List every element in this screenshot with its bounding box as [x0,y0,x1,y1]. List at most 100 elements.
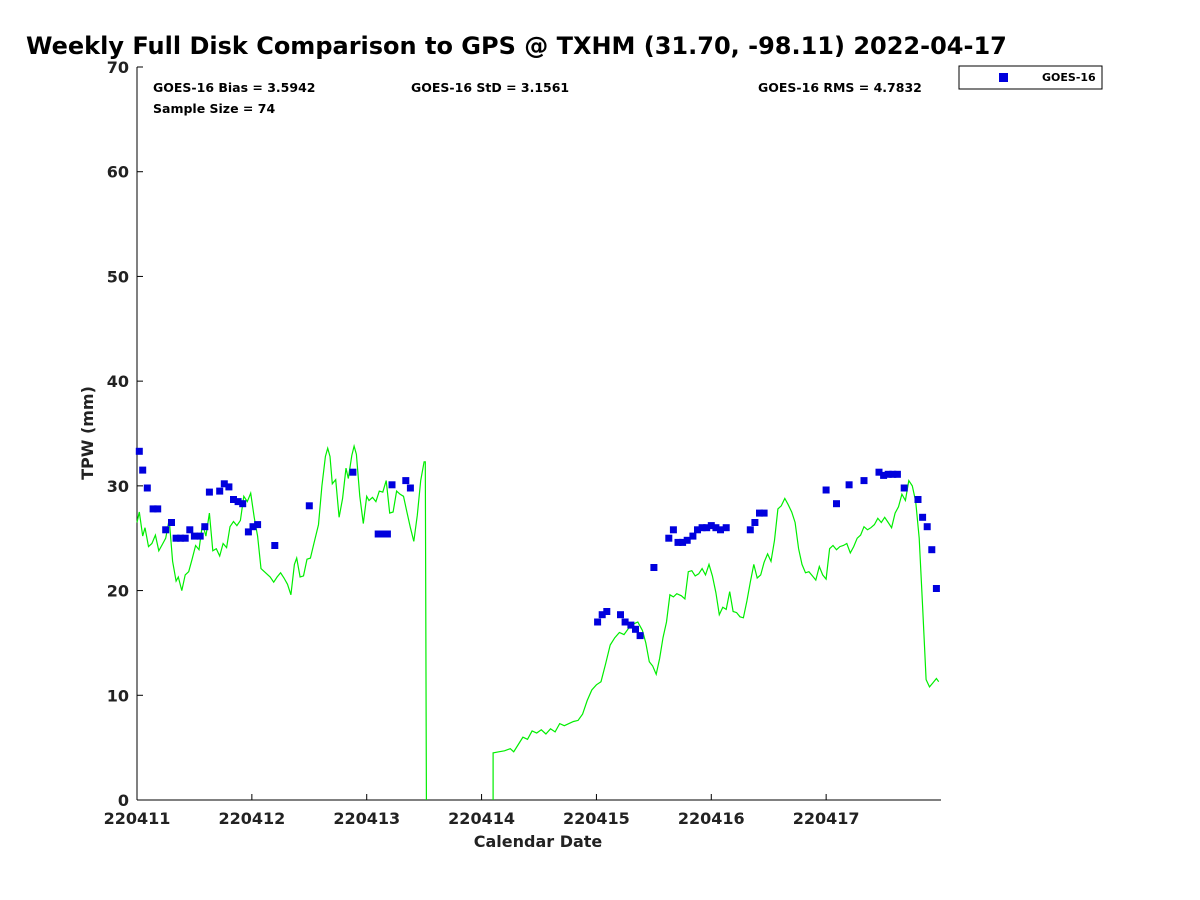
goes-16-point [249,523,257,531]
goes-16-point [932,585,940,592]
y-tick-label: 10 [107,686,129,705]
goes-16-point [186,526,194,534]
goes-16-point [712,524,720,532]
goes-16-point [679,538,687,546]
x-tick-label: 220416 [678,809,745,828]
goes-16-point [172,534,180,542]
goes-16-point [594,618,602,626]
goes-16-point [379,530,387,538]
goes-16-point [822,486,830,494]
goes-16-point [216,487,224,495]
gps-series [136,443,940,801]
goes-16-point [893,470,901,478]
goes-16-point [760,509,768,517]
goes-16-point [722,524,730,532]
goes-16-point [205,488,213,496]
plot-area [136,67,941,801]
y-axis-label: TPW (mm) [78,386,97,480]
goes-16-point [875,468,883,476]
goes-16-point [707,522,715,530]
goes-16-point [603,608,611,615]
goes-16-point [900,484,908,492]
goes-16-point [703,524,711,532]
goes-16-point [632,625,639,633]
gps-line-segment [136,443,427,801]
goes-16-point [271,542,279,549]
legend: GOES-16 [958,65,1103,90]
goes-16-point [914,496,922,503]
goes-16-point [225,483,233,491]
bias-stat: GOES-16 Bias = 3.5942 [153,80,315,95]
gps-line-segment [492,479,940,800]
goes-16-point [665,534,673,542]
goes-16-point [254,521,262,529]
goes-16-point [598,611,606,619]
goes-16-point [162,526,170,534]
y-tick-label: 70 [107,58,129,77]
goes-16-point [928,546,936,554]
goes-16-point [406,484,414,492]
x-axis-label: Calendar Date [474,832,603,851]
legend-marker-goes-16 [999,73,1008,82]
x-tick-label: 220415 [563,809,630,828]
goes-16-point [627,621,635,629]
goes-16-point [889,470,897,478]
goes-16-point [717,526,724,534]
goes-16-point [884,470,892,478]
goes-16-point [746,526,754,534]
goes-16-point [149,505,157,513]
y-tick-label: 30 [107,477,129,496]
goes-16-point [860,477,868,485]
goes-16-point [181,534,189,542]
goes-16-point [880,471,888,479]
goes-16-point [669,526,677,534]
goes-16-point [190,532,198,540]
std-stat: GOES-16 StD = 3.1561 [411,80,569,95]
goes-16-point [177,534,185,542]
goes-16-point [751,519,759,526]
rms-stat: GOES-16 RMS = 4.7832 [758,80,922,95]
goes-16-point [689,532,697,540]
goes-16-point [694,526,701,534]
goes-16-point [244,528,252,536]
goes-16-point [201,523,209,531]
goes-16-point [239,500,247,508]
goes-16-point [617,611,624,619]
goes-16-point [135,447,143,455]
y-tick-label: 40 [107,372,129,391]
goes-16-point [636,632,644,640]
goes-16-point [143,484,151,492]
goes-16-point [919,513,927,521]
x-tick-label: 220413 [333,809,400,828]
sample-size-stat: Sample Size = 74 [153,101,275,116]
y-tick-label: 50 [107,267,129,286]
goes-16-point [621,618,629,626]
legend-box [958,65,1103,90]
x-tick-label: 220412 [218,809,285,828]
y-axis-ticks: 0 10 20 30 40 50 60 70 [107,58,143,810]
goes-16-point [349,468,357,476]
goes-16-point [756,509,763,517]
x-axis-ticks: 220411 220412 220413 220414 220415 220416 2204… [104,794,860,828]
goes-16-point [698,524,706,532]
goes-16-point [388,481,396,489]
goes-16-series [135,447,940,640]
goes-16-point [196,532,204,540]
goes-16-point [234,498,242,506]
goes-16-point [154,505,162,513]
y-tick-label: 60 [107,163,129,182]
legend-label-goes-16: GOES-16 [1042,71,1096,84]
goes-16-point [845,481,853,489]
goes-16-point [923,523,931,531]
goes-16-point [833,500,840,508]
goes-16-point [305,502,313,510]
goes-16-point [374,530,382,538]
goes-16-point [383,530,391,538]
goes-16-point [683,536,691,544]
goes-16-point [220,480,228,488]
goes-16-point [168,519,175,526]
x-tick-label: 220411 [104,809,171,828]
goes-16-point [402,477,410,485]
y-tick-label: 20 [107,582,129,601]
x-tick-label: 220417 [793,809,860,828]
